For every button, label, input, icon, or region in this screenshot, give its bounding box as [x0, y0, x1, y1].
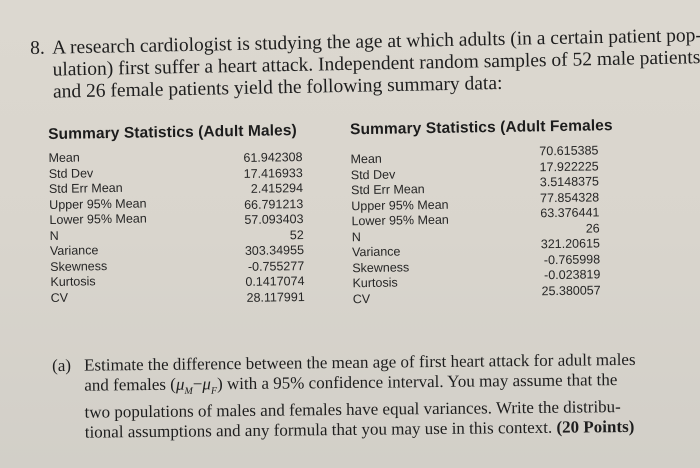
part-a-marker: (a) [52, 355, 72, 375]
females-summary-table: Summary Statistics (Adult Females Mean 70… [349, 117, 633, 306]
females-table-title: Summary Statistics (Adult Females [349, 117, 613, 139]
question-part-a: (a) Estimate the difference between the … [52, 349, 693, 443]
mu-m-symbol: μM [175, 374, 193, 398]
mu-f-symbol: μF [202, 374, 218, 397]
problem-number: 8. [30, 37, 46, 59]
points-label: (20 Points) [556, 417, 635, 438]
problem-statement: 8. A research cardiologist is studying t… [30, 25, 700, 104]
males-table-title: Summary Statistics (Adult Males) [48, 122, 297, 143]
males-summary-table: Summary Statistics (Adult Males) Mean 61.… [48, 122, 316, 309]
table-row: CV 28.117991 [50, 289, 305, 305]
summary-tables: Summary Statistics (Adult Males) Mean 61.… [48, 116, 668, 306]
